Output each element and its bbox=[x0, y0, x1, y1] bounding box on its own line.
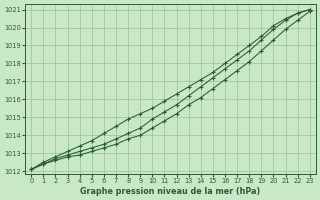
X-axis label: Graphe pression niveau de la mer (hPa): Graphe pression niveau de la mer (hPa) bbox=[80, 187, 261, 196]
